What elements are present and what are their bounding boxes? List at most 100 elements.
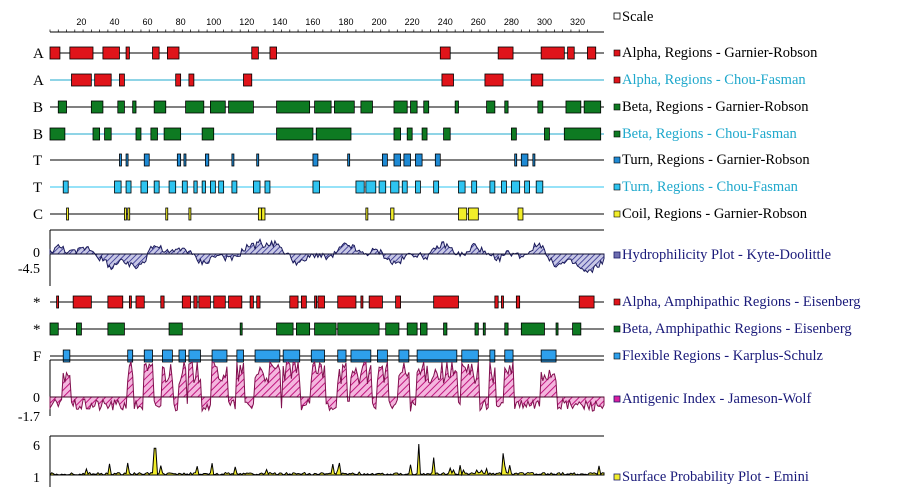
row-label: * xyxy=(33,322,41,338)
region-segment xyxy=(423,100,430,114)
legend-swatch xyxy=(613,156,621,164)
legend-item-1: Alpha, Regions - Chou-Fasman xyxy=(613,72,806,88)
scale-axis: 20 40 60 80 100 120 140 160 180 200 220 240 260 280 30… xyxy=(49,17,604,33)
row-label: A xyxy=(33,46,44,62)
region-segment xyxy=(49,46,61,60)
region-segment xyxy=(482,322,486,336)
region-segment xyxy=(119,153,122,167)
track-3: B xyxy=(33,127,604,143)
region-segment xyxy=(72,295,92,309)
region-segment xyxy=(201,127,215,141)
region-segment xyxy=(420,322,428,336)
region-segment xyxy=(162,349,173,363)
legend-swatch xyxy=(613,395,621,403)
row-label: B xyxy=(33,127,43,143)
plot-area xyxy=(49,443,605,477)
region-segment xyxy=(92,127,101,141)
scale-tick-label: 300 xyxy=(537,17,552,27)
region-segment xyxy=(90,100,104,114)
region-segment xyxy=(117,100,125,114)
region-segment xyxy=(150,127,158,141)
region-segment xyxy=(537,100,544,114)
region-segment xyxy=(471,180,478,194)
legend-item-5: Turn, Regions - Chou-Fasman xyxy=(613,179,799,195)
region-segment xyxy=(489,180,496,194)
region-segment xyxy=(175,73,182,87)
region-segment xyxy=(178,349,187,363)
track-11: 0 -1.7 xyxy=(18,359,605,425)
region-segment xyxy=(62,180,69,194)
legend-label: Turn, Regions - Garnier-Robson xyxy=(622,152,810,168)
region-segment xyxy=(94,73,112,87)
region-segment xyxy=(385,322,400,336)
legend-label: Hydrophilicity Plot - Kyte-Doolittle xyxy=(622,247,831,263)
region-segment xyxy=(458,207,468,221)
region-segment xyxy=(535,180,544,194)
region-segment xyxy=(243,73,253,87)
row-label: C xyxy=(33,207,43,223)
region-segment xyxy=(416,349,458,363)
legend-item-3: Beta, Regions - Chou-Fasman xyxy=(613,126,798,142)
row-label: B xyxy=(33,100,43,116)
legend-label: Alpha, Regions - Chou-Fasman xyxy=(622,72,806,88)
region-segment xyxy=(350,349,372,363)
region-segment xyxy=(454,100,459,114)
region-segment xyxy=(377,349,388,363)
scale-tick-label: 80 xyxy=(176,17,186,27)
region-segment xyxy=(395,295,401,309)
region-segment xyxy=(125,153,129,167)
region-segment xyxy=(124,207,127,221)
legend-label: Beta, Regions - Garnier-Robson xyxy=(622,99,809,115)
scale-tick-label: 200 xyxy=(372,17,387,27)
region-segment xyxy=(49,322,59,336)
region-segment xyxy=(276,127,314,141)
scale-tick-label: 220 xyxy=(405,17,420,27)
region-segment xyxy=(107,295,124,309)
row-label: T xyxy=(33,180,42,196)
track-0: A xyxy=(33,46,604,62)
region-segment xyxy=(393,127,401,141)
region-segment xyxy=(228,295,243,309)
region-segment xyxy=(256,153,260,167)
scale-tick-label: 140 xyxy=(272,17,287,27)
region-segment xyxy=(406,127,413,141)
legend-swatch xyxy=(613,130,621,138)
region-segment xyxy=(153,180,160,194)
row-label: A xyxy=(33,73,44,89)
track-9: * xyxy=(33,322,604,338)
region-segment xyxy=(176,153,182,167)
region-segment xyxy=(289,295,299,309)
region-segment xyxy=(228,100,254,114)
region-segment xyxy=(239,322,243,336)
region-segment xyxy=(461,349,479,363)
region-segment xyxy=(355,180,365,194)
region-segment xyxy=(143,349,153,363)
region-segment xyxy=(310,349,325,363)
region-segment xyxy=(458,180,466,194)
region-segment xyxy=(188,73,195,87)
legend-label: Antigenic Index - Jameson-Wolf xyxy=(622,391,811,407)
region-segment xyxy=(256,295,261,309)
region-segment xyxy=(276,100,311,114)
legend-scale-label: Scale xyxy=(622,9,653,25)
track-4: T xyxy=(33,153,604,169)
legend-scale: Scale xyxy=(613,9,653,25)
track-6: C xyxy=(33,207,604,223)
legend-item-4: Turn, Regions - Garnier-Robson xyxy=(613,152,810,168)
plot-y-label: 6 xyxy=(33,439,40,454)
region-segment xyxy=(253,180,261,194)
plot-y-label: -1.7 xyxy=(18,410,40,425)
region-segment xyxy=(434,153,441,167)
region-segment xyxy=(337,349,347,363)
region-segment xyxy=(201,180,206,194)
region-segment xyxy=(544,127,550,141)
region-segment xyxy=(406,322,418,336)
region-segment xyxy=(401,180,408,194)
scale-tick-label: 20 xyxy=(76,17,86,27)
scale-tick-label: 40 xyxy=(109,17,119,27)
region-segment xyxy=(520,153,529,167)
region-segment xyxy=(127,349,134,363)
region-segment xyxy=(261,207,266,221)
